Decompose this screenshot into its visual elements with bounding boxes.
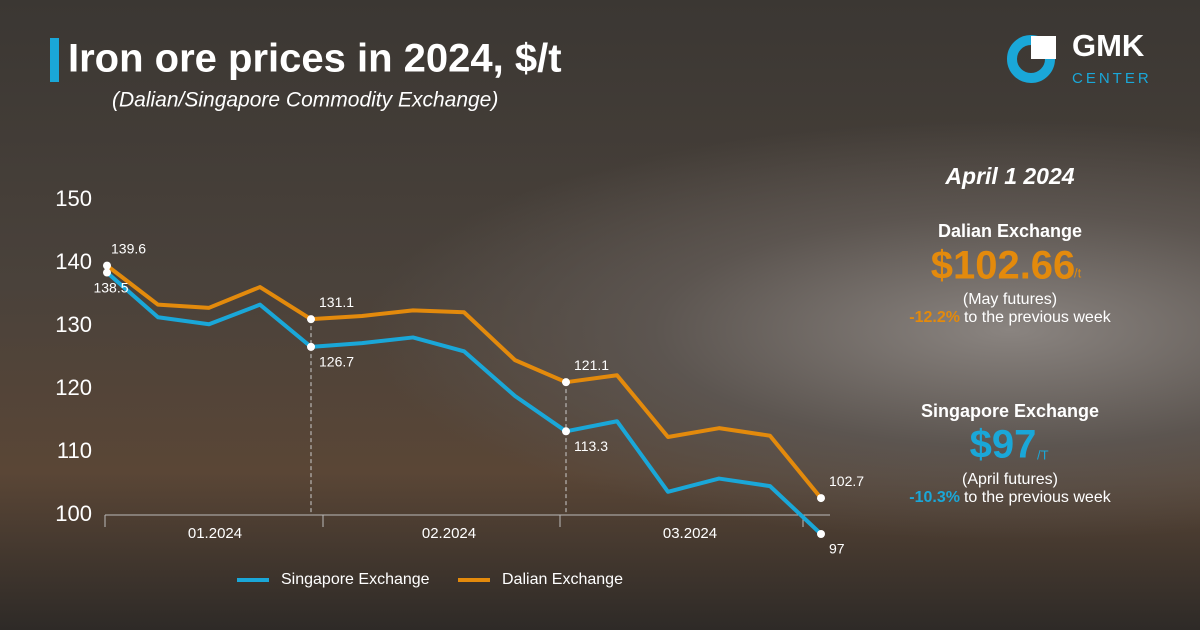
series-line bbox=[105, 264, 823, 500]
panel-unit: /T bbox=[1037, 447, 1049, 462]
panel-price: $102.66 bbox=[931, 244, 1076, 288]
legend-label: Dalian Exchange bbox=[502, 571, 623, 588]
y-tick-label: 100 bbox=[55, 501, 92, 526]
logo-sub: CENTER bbox=[1072, 70, 1152, 87]
point bbox=[103, 261, 111, 270]
point bbox=[562, 427, 570, 436]
data-label: 139.6 bbox=[111, 240, 146, 256]
data-label: 113.3 bbox=[574, 438, 608, 454]
x-section-label: 01.2024 bbox=[188, 525, 242, 542]
panel-change-line: -10.3% to the previous week bbox=[909, 489, 1111, 506]
data-label: 126.7 bbox=[319, 354, 354, 370]
point bbox=[307, 315, 315, 324]
panel-change-text: to the previous week bbox=[964, 309, 1112, 326]
panel-note: (April futures) bbox=[962, 471, 1058, 488]
y-tick-label: 150 bbox=[55, 186, 92, 211]
panel-change: -10.3% bbox=[909, 489, 960, 506]
panel-change-line: -12.2% to the previous week bbox=[909, 309, 1111, 326]
y-tick-label: 130 bbox=[55, 312, 92, 337]
point bbox=[817, 494, 825, 503]
y-tick-label: 120 bbox=[55, 375, 92, 400]
data-label: 131.1 bbox=[319, 294, 354, 310]
logo-icon-cut bbox=[1031, 36, 1056, 59]
point bbox=[103, 268, 111, 277]
panel-price: $97 bbox=[970, 423, 1037, 467]
panel-date: April 1 2024 bbox=[944, 163, 1074, 189]
panel-change: -12.2% bbox=[909, 309, 960, 326]
logo-name: GMK bbox=[1072, 28, 1145, 63]
point bbox=[307, 342, 315, 351]
series-line bbox=[105, 271, 823, 536]
data-label: 121.1 bbox=[574, 357, 609, 373]
panel-unit: /t bbox=[1074, 265, 1082, 280]
point bbox=[817, 530, 825, 538]
panel-exchange: Dalian Exchange bbox=[938, 221, 1082, 241]
panel-change-text: to the previous week bbox=[964, 489, 1112, 506]
x-section-label: 03.2024 bbox=[663, 525, 717, 542]
title-accent bbox=[50, 38, 59, 82]
data-label: 102.7 bbox=[829, 473, 864, 489]
point bbox=[562, 378, 570, 387]
y-tick-label: 140 bbox=[55, 249, 92, 274]
y-tick-label: 110 bbox=[57, 438, 92, 463]
panel-exchange: Singapore Exchange bbox=[921, 401, 1099, 421]
legend-label: Singapore Exchange bbox=[281, 571, 430, 588]
data-label: 97 bbox=[829, 541, 845, 557]
chart-title: Iron ore prices in 2024, $/t bbox=[68, 37, 562, 81]
x-section-label: 02.2024 bbox=[422, 525, 476, 542]
data-label: 138.5 bbox=[93, 279, 128, 295]
chart-subtitle: (Dalian/Singapore Commodity Exchange) bbox=[112, 89, 498, 112]
panel-note: (May futures) bbox=[963, 291, 1057, 308]
